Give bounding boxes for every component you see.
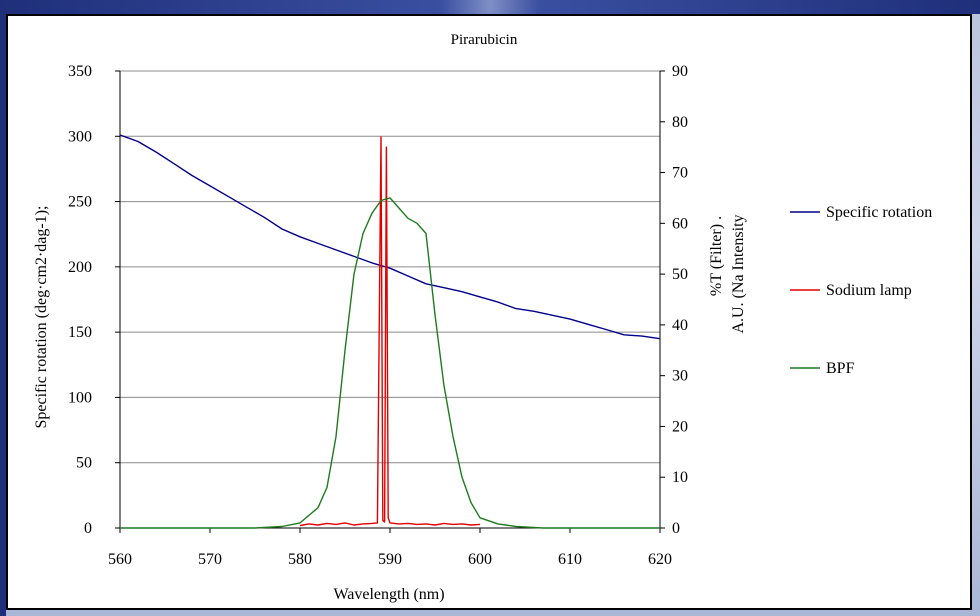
y-left-tick-label: 200 xyxy=(68,259,92,276)
chart-svg: Pirarubicin 0 50 100 150 200 250 300 350 0 10 20 30… xyxy=(33,32,932,603)
chart-title: Pirarubicin xyxy=(451,32,518,48)
x-tick-label: 610 xyxy=(558,551,582,568)
y-right-tick-label: 10 xyxy=(672,469,688,486)
y-right-tick-label: 80 xyxy=(672,114,688,131)
chart-panel: Pirarubicin 0 50 100 150 200 250 300 350 0 10 20 30… xyxy=(6,14,972,610)
y-left-tick-label: 0 xyxy=(84,520,92,537)
gridlines xyxy=(120,70,660,464)
y-left-tick-label: 250 xyxy=(68,194,92,211)
x-tick-label: 580 xyxy=(288,551,312,568)
series-line-sodium-lamp xyxy=(299,136,481,527)
legend-label-specific-rotation: Specific rotation xyxy=(826,204,932,221)
legend-label-sodium-lamp: Sodium lamp xyxy=(826,282,912,299)
x-tick-label: 560 xyxy=(108,551,132,568)
y-right-tick-label: 20 xyxy=(672,418,688,435)
y-right-tick-label: 0 xyxy=(672,520,680,537)
series-layer xyxy=(119,134,661,529)
background-left-band xyxy=(0,0,6,616)
y-right-tick-label: 40 xyxy=(672,317,688,334)
y-right-tick-label: 90 xyxy=(672,63,688,80)
legend-label-bpf: BPF xyxy=(826,360,855,377)
background-top-band xyxy=(0,0,980,14)
x-tick-label: 620 xyxy=(648,551,672,568)
y-axis-left-label: Specific rotation (deg·cm2·dag-1); xyxy=(33,205,50,428)
x-tick-label: 570 xyxy=(198,551,222,568)
y-left-tick-label: 350 xyxy=(68,63,92,80)
y-right-tick-label: 30 xyxy=(672,368,688,385)
y-axis-right-label-line1: %T (Filter) . xyxy=(708,216,725,296)
y-left-tick-label: 150 xyxy=(68,324,92,341)
y-right-tick-label: 50 xyxy=(672,266,688,283)
legend: Specific rotation Sodium lamp BPF xyxy=(790,204,932,377)
y-left-tick-label: 300 xyxy=(68,128,92,145)
series-line-specific-rotation xyxy=(119,134,661,340)
y-right-tick-label: 60 xyxy=(672,215,688,232)
tick-labels: 0 50 100 150 200 250 300 350 0 10 20 30 40 50 60 70 80 90… xyxy=(68,63,688,568)
y-right-tick-label: 70 xyxy=(672,165,688,182)
x-tick-label: 600 xyxy=(468,551,492,568)
x-axis-label: Wavelength (nm) xyxy=(333,586,444,603)
x-tick-label: 590 xyxy=(378,551,402,568)
y-left-tick-label: 100 xyxy=(68,389,92,406)
series-line-bpf xyxy=(120,197,660,529)
y-left-tick-label: 50 xyxy=(76,455,92,472)
y-axis-right-label-line2: A.U. (Na Intensity xyxy=(730,214,747,333)
axes xyxy=(115,70,665,533)
